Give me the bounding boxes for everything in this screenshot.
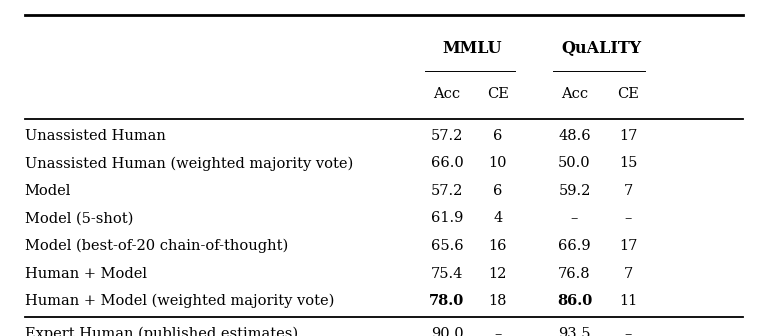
Text: 59.2: 59.2 — [558, 184, 591, 198]
Text: 48.6: 48.6 — [558, 129, 591, 143]
Text: 4: 4 — [493, 211, 502, 225]
Text: 75.4: 75.4 — [431, 266, 463, 281]
Text: 12: 12 — [488, 266, 507, 281]
Text: 66.9: 66.9 — [558, 239, 591, 253]
Text: 86.0: 86.0 — [557, 294, 592, 308]
Text: 17: 17 — [619, 239, 637, 253]
Text: CE: CE — [487, 87, 508, 101]
Text: Expert Human (published estimates): Expert Human (published estimates) — [25, 327, 298, 336]
Text: Model (5-shot): Model (5-shot) — [25, 211, 133, 225]
Text: 90.0: 90.0 — [431, 327, 463, 336]
Text: –: – — [494, 327, 502, 336]
Text: –: – — [624, 327, 632, 336]
Text: QuALITY: QuALITY — [561, 40, 641, 57]
Text: 65.6: 65.6 — [431, 239, 463, 253]
Text: 78.0: 78.0 — [429, 294, 465, 308]
Text: Unassisted Human: Unassisted Human — [25, 129, 165, 143]
Text: CE: CE — [617, 87, 639, 101]
Text: Acc: Acc — [433, 87, 461, 101]
Text: 10: 10 — [488, 156, 507, 170]
Text: 57.2: 57.2 — [431, 129, 463, 143]
Text: 18: 18 — [488, 294, 507, 308]
Text: 7: 7 — [624, 184, 633, 198]
Text: 57.2: 57.2 — [431, 184, 463, 198]
Text: –: – — [624, 211, 632, 225]
Text: 16: 16 — [488, 239, 507, 253]
Text: 50.0: 50.0 — [558, 156, 591, 170]
Text: 6: 6 — [493, 184, 502, 198]
Text: 76.8: 76.8 — [558, 266, 591, 281]
Text: 61.9: 61.9 — [431, 211, 463, 225]
Text: –: – — [571, 211, 578, 225]
Text: 6: 6 — [493, 129, 502, 143]
Text: MMLU: MMLU — [442, 40, 502, 57]
Text: 15: 15 — [619, 156, 637, 170]
Text: 93.5: 93.5 — [558, 327, 591, 336]
Text: Model (best-of-20 chain-of-thought): Model (best-of-20 chain-of-thought) — [25, 239, 288, 253]
Text: Human + Model (weighted majority vote): Human + Model (weighted majority vote) — [25, 294, 334, 308]
Text: Acc: Acc — [561, 87, 588, 101]
Text: 66.0: 66.0 — [431, 156, 463, 170]
Text: Human + Model: Human + Model — [25, 266, 147, 281]
Text: Unassisted Human (weighted majority vote): Unassisted Human (weighted majority vote… — [25, 156, 353, 171]
Text: 7: 7 — [624, 266, 633, 281]
Text: 17: 17 — [619, 129, 637, 143]
Text: Model: Model — [25, 184, 71, 198]
Text: 11: 11 — [619, 294, 637, 308]
